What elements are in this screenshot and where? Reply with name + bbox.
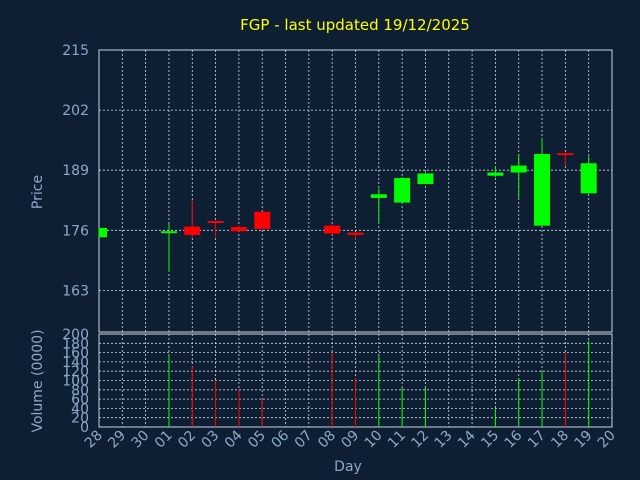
x-tick-label: 18: [548, 428, 572, 452]
x-tick-label: 07: [292, 428, 316, 452]
candle-body: [534, 154, 551, 226]
price-axis-label: Price: [30, 175, 46, 209]
candle-body: [207, 221, 224, 224]
x-tick-label: 30: [129, 428, 153, 452]
x-tick-label: 06: [268, 427, 292, 451]
volume-tick-label: 200: [62, 327, 89, 343]
x-tick-label: 03: [198, 428, 222, 452]
volume-tick-label: 20: [71, 411, 89, 427]
volume-axis-label: Volume (0000): [30, 329, 46, 432]
price-panel-frame: [98, 49, 613, 333]
volume-tick-label: 100: [62, 374, 89, 390]
x-tick-label: 13: [432, 428, 456, 452]
x-tick-labels: 28 29 30 01 02 03 04 05 06 07 08 09 10 11 12 13 14 15 16 17…: [82, 427, 619, 451]
candle-body: [160, 231, 177, 234]
candle-body: [347, 232, 364, 235]
price-tick-label: 189: [62, 163, 89, 179]
x-tick-label: 08: [315, 428, 339, 452]
volume-tick-label: 180: [62, 336, 89, 352]
x-tick-label: 17: [525, 428, 549, 452]
x-tick-label: 20: [595, 428, 619, 452]
volume-tick-label: 80: [71, 383, 89, 399]
x-tick-label: 10: [362, 428, 386, 452]
volume-tick-label: 160: [62, 346, 89, 362]
candle-body: [254, 211, 271, 229]
volume-tick-label: 140: [62, 355, 89, 371]
price-tick-label: 176: [62, 223, 89, 239]
x-tick-label: 16: [502, 427, 526, 451]
volume-tick-label: 0: [80, 420, 89, 436]
x-tick-label: 04: [222, 427, 246, 451]
volume-tick-label: 60: [71, 392, 89, 408]
price-tick-labels: 215 202 189 176 163: [62, 43, 89, 299]
candle-body: [510, 165, 527, 173]
candle-body: [230, 227, 247, 232]
candle-body: [99, 227, 107, 238]
x-tick-label: 15: [478, 428, 502, 452]
volume-tick-label: 120: [62, 364, 89, 380]
candle-body: [184, 226, 201, 235]
x-tick-label: 01: [152, 428, 176, 452]
candle-body: [580, 163, 597, 194]
candle-body: [557, 153, 574, 156]
volume-tick-label: 40: [71, 401, 89, 417]
x-tick-label: 09: [338, 428, 362, 452]
candle-body: [370, 194, 387, 198]
volume-bars: [168, 340, 590, 427]
candle-body: [417, 173, 434, 185]
candle-body: [394, 178, 411, 203]
x-tick-label: 29: [105, 428, 129, 452]
candle-body: [487, 172, 504, 176]
candle-body: [324, 225, 341, 234]
price-tick-label: 202: [62, 103, 89, 119]
price-tick-label: 163: [62, 283, 89, 299]
x-tick-label: 19: [572, 428, 596, 452]
x-tick-label: 12: [408, 428, 432, 452]
candles: [98, 137, 597, 272]
x-tick-label: 05: [245, 428, 269, 452]
chart-title: FGP - last updated 19/12/2025: [240, 16, 470, 34]
x-tick-label: 14: [455, 427, 479, 451]
x-axis-label: Day: [334, 459, 362, 475]
price-tick-label: 215: [62, 43, 89, 59]
x-tick-label: 02: [175, 428, 199, 452]
x-tick-label: 11: [385, 428, 409, 452]
